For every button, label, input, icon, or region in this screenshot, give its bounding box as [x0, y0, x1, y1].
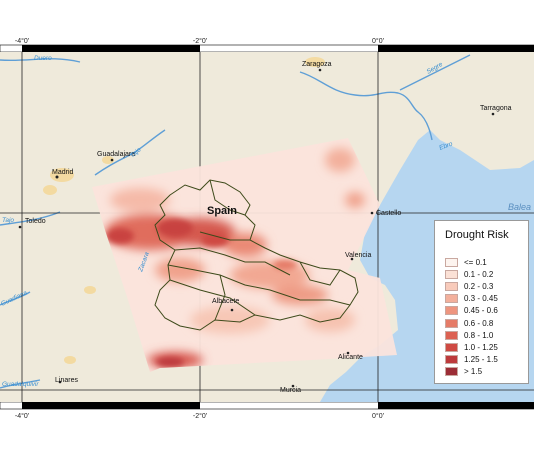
legend-item: <= 0.1	[445, 257, 487, 267]
city-label-zaragoza: Zaragoza	[302, 61, 332, 68]
rivers	[0, 54, 471, 389]
coord-bottom-2: -2°0'	[193, 412, 207, 420]
legend-item-label: > 1.5	[464, 367, 483, 377]
legend-item: 1.25 - 1.5	[445, 355, 498, 365]
city-label-madrid: Madrid	[52, 169, 74, 176]
legend-item-label: 0.45 - 0.6	[464, 306, 498, 316]
coordinate-labels-bottom: -4°0' -2°0' 0°0'	[15, 412, 384, 420]
basin-boundaries	[154, 179, 359, 331]
legend-item: 0.1 - 0.2	[445, 269, 493, 279]
city-dots	[18, 68, 495, 388]
legend-item: 0.8 - 1.0	[445, 330, 493, 340]
legend-item-label: 0.1 - 0.2	[464, 269, 494, 279]
legend-item: 0.2 - 0.3	[445, 281, 493, 291]
legend-swatch	[445, 367, 458, 377]
legend-swatch	[445, 342, 458, 352]
legend-title: Drought Risk	[445, 229, 509, 241]
coord-top-1: -4°0'	[15, 37, 29, 45]
legend-item: 0.3 - 0.45	[445, 294, 498, 304]
sea-label: Balea	[508, 202, 531, 212]
coord-top-2: -2°0'	[193, 37, 207, 45]
legend-item: 1.0 - 1.25	[445, 342, 498, 352]
place-labels: Zaragoza Tarragona Guadalajara Madrid To…	[25, 61, 512, 394]
coordinate-labels-top: -4°0' -2°0' 0°0'	[15, 37, 384, 45]
river-label-ebro: Ebro	[438, 140, 454, 151]
city-label-albacete: Albacete	[212, 298, 239, 305]
city-label-tarragona: Tarragona	[480, 105, 512, 112]
urban-areas	[43, 57, 325, 364]
legend-swatch	[445, 330, 458, 340]
legend-item-label: 0.2 - 0.3	[464, 281, 494, 291]
legend-item: > 1.5	[445, 367, 482, 377]
legend-swatch	[445, 306, 458, 316]
legend-swatch	[445, 269, 458, 279]
frame-top-bar	[0, 44, 534, 53]
legend-swatch	[445, 318, 458, 328]
legend-item: 0.45 - 0.6	[445, 306, 498, 316]
river-label-duero: Duero	[34, 55, 52, 62]
river-label-tajo-west: Tajo	[2, 217, 14, 224]
city-label-linares: Linares	[55, 377, 78, 384]
river-label-guadalquivir: Guadalquivir	[2, 381, 39, 388]
legend-item-label: 0.8 - 1.0	[464, 330, 494, 340]
legend-swatch	[445, 294, 458, 304]
coord-top-3: 0°0'	[372, 37, 384, 45]
city-label-valencia: Valencia	[345, 252, 371, 259]
legend-swatch	[445, 355, 458, 365]
coord-bottom-3: 0°0'	[372, 412, 384, 420]
coord-bottom-1: -4°0'	[15, 412, 29, 420]
legend: Drought Risk <= 0.1 0.1 - 0.2 0.2 - 0.3 0.3…	[434, 220, 529, 384]
legend-item-label: 0.6 - 0.8	[464, 318, 494, 328]
legend-swatch	[445, 281, 458, 291]
city-label-murcia: Murcia	[280, 387, 301, 394]
country-label: Spain	[207, 205, 237, 217]
legend-swatch	[445, 257, 458, 267]
city-label-toledo: Toledo	[25, 218, 46, 225]
city-label-castello: Castello	[376, 210, 401, 217]
legend-item-label: 1.0 - 1.25	[464, 342, 498, 352]
legend-item: 0.6 - 0.8	[445, 318, 493, 328]
legend-item-label: <= 0.1	[464, 257, 487, 267]
city-label-alicante: Alicante	[338, 354, 363, 361]
city-label-guadalajara: Guadalajara	[97, 151, 135, 158]
legend-item-label: 1.25 - 1.5	[464, 355, 498, 365]
legend-item-label: 0.3 - 0.45	[464, 294, 498, 304]
frame-bottom-bar	[0, 401, 534, 410]
